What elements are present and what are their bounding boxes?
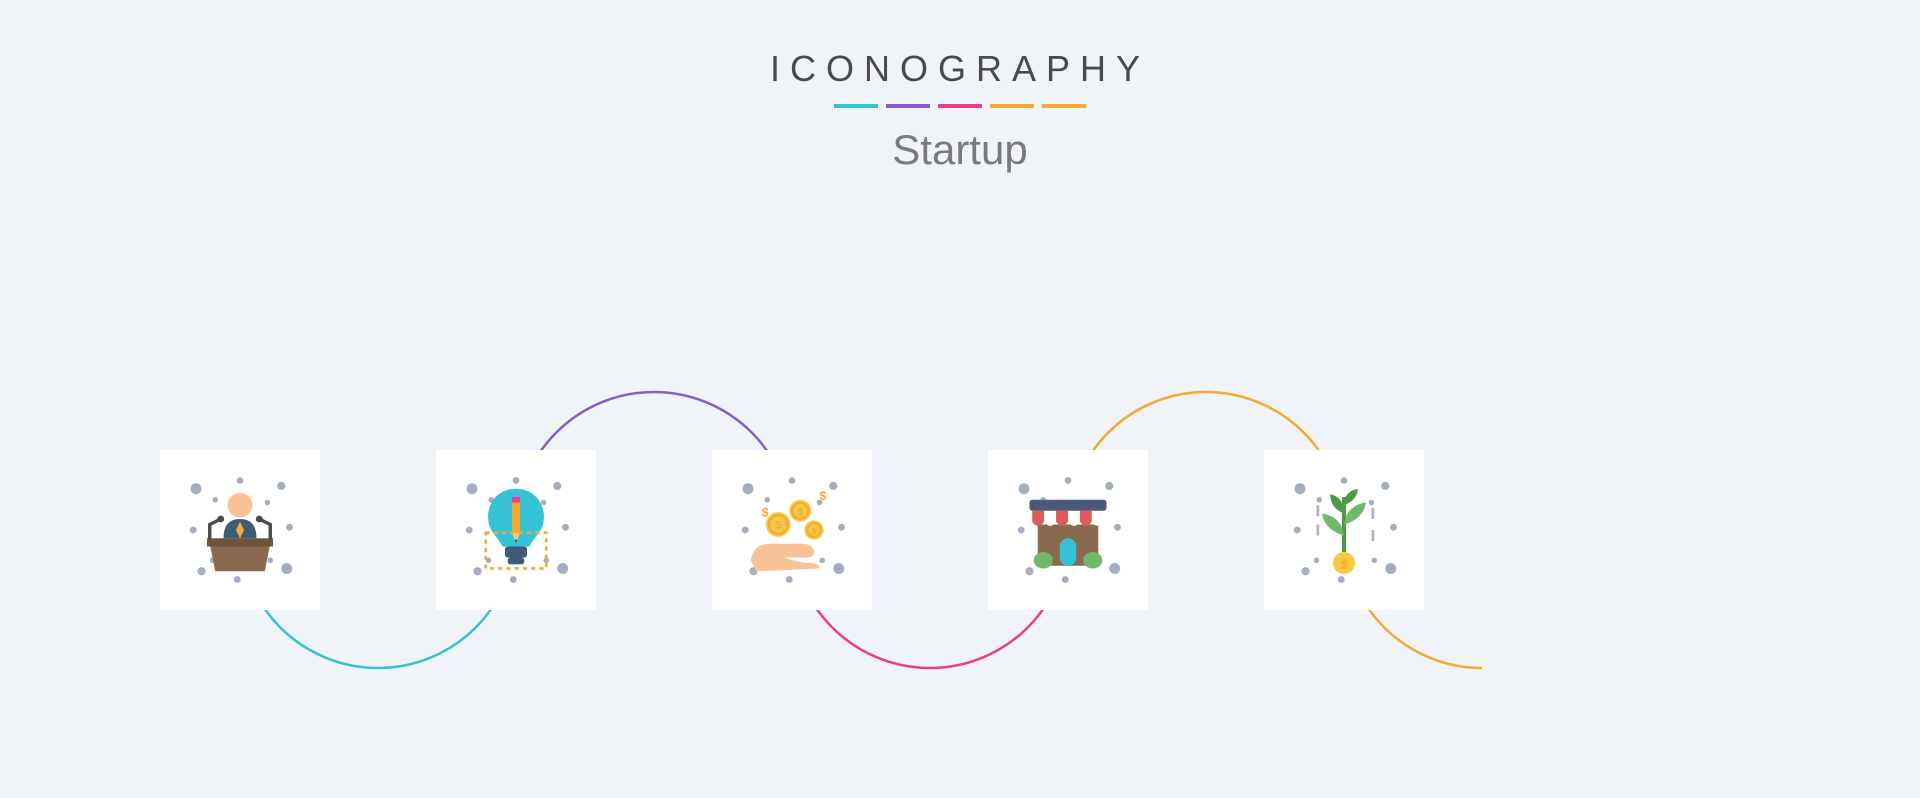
svg-text:$: $ bbox=[820, 489, 827, 503]
icon-card bbox=[988, 450, 1148, 610]
connecting-wave bbox=[0, 0, 1920, 798]
icon-card: $ $ $ $ $ bbox=[712, 450, 872, 610]
earnings-icon: $ $ $ $ $ bbox=[737, 475, 847, 585]
icon-card bbox=[436, 450, 596, 610]
svg-text:$: $ bbox=[762, 505, 769, 519]
creative-idea-icon bbox=[461, 475, 571, 585]
svg-text:$: $ bbox=[1341, 558, 1348, 572]
icon-card bbox=[160, 450, 320, 610]
icon-card: $ bbox=[1264, 450, 1424, 610]
growth-investment-icon: $ bbox=[1289, 475, 1399, 585]
shop-icon bbox=[1013, 475, 1123, 585]
svg-text:$: $ bbox=[775, 520, 782, 532]
infographic-stage: $ $ $ $ $ $ bbox=[0, 0, 1920, 798]
svg-text:$: $ bbox=[798, 507, 804, 518]
speaker-podium-icon bbox=[185, 475, 295, 585]
svg-text:$: $ bbox=[812, 526, 817, 536]
